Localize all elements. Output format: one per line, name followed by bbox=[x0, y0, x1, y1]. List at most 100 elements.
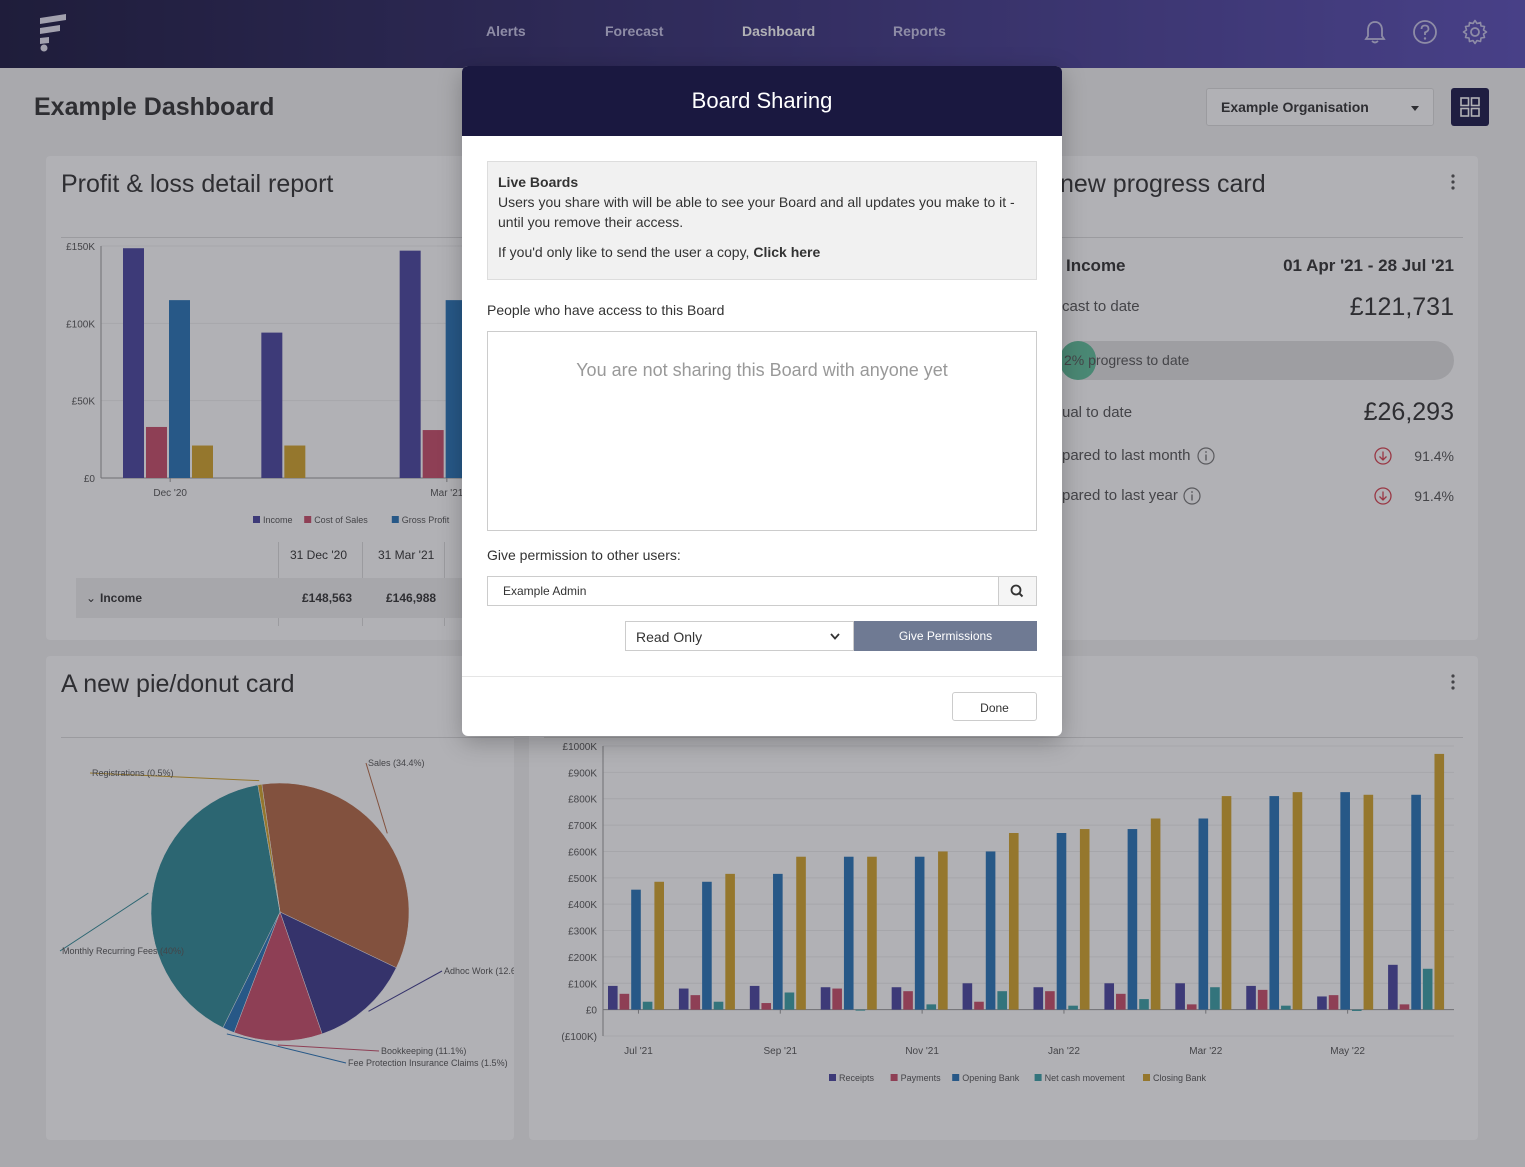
pl-card: Profit & loss detail report £150K £100K £5… bbox=[46, 156, 516, 640]
pie-leader-line bbox=[368, 970, 443, 1012]
y-tick-label: £150K bbox=[66, 242, 95, 253]
bar bbox=[1008, 833, 1019, 1010]
forecast-value: £121,731 bbox=[1349, 293, 1454, 321]
bar bbox=[1388, 964, 1398, 1010]
bar bbox=[1056, 833, 1067, 1010]
legend-item: Payments bbox=[901, 1073, 942, 1083]
role-select[interactable]: Read Only bbox=[625, 621, 854, 651]
bar bbox=[1210, 987, 1220, 1010]
bar bbox=[123, 248, 144, 478]
bar bbox=[1351, 1009, 1362, 1011]
copy-link[interactable]: Click here bbox=[753, 244, 821, 260]
grid-view-button[interactable] bbox=[1451, 88, 1489, 126]
bar bbox=[399, 250, 421, 478]
modal-title: Board Sharing bbox=[462, 66, 1062, 136]
month-compare-value: 91.4% bbox=[1414, 448, 1454, 464]
bell-icon[interactable] bbox=[1361, 18, 1389, 46]
y-tick-label: £500K bbox=[568, 874, 597, 885]
cell-value: £148,563 bbox=[302, 591, 353, 605]
table-row[interactable]: ⌄ Income £148,563 £146,988 bbox=[76, 578, 516, 618]
actual-value: £26,293 bbox=[1363, 398, 1454, 426]
nav-reports[interactable]: Reports bbox=[893, 23, 946, 39]
pie-card-title: A new pie/donut card bbox=[61, 670, 295, 698]
user-search-input[interactable]: Example Admin bbox=[487, 576, 999, 606]
bar bbox=[891, 987, 902, 1010]
y-tick-label: £300K bbox=[568, 927, 597, 938]
bar bbox=[1363, 794, 1374, 1010]
x-tick-label: Jan '22 bbox=[1048, 1046, 1080, 1057]
people-label: People who have access to this Board bbox=[487, 302, 725, 318]
y-tick-label: £50K bbox=[72, 397, 96, 408]
bar bbox=[749, 985, 760, 1010]
x-tick-label: Nov '21 bbox=[905, 1046, 939, 1057]
x-tick-label: Mar '21 bbox=[430, 488, 463, 499]
year-compare-value: 91.4% bbox=[1414, 488, 1454, 504]
progress-fill bbox=[1060, 341, 1096, 380]
legend-item: Net cash movement bbox=[1045, 1073, 1126, 1083]
bar bbox=[784, 992, 795, 1010]
gear-icon[interactable] bbox=[1461, 18, 1489, 46]
pie-label: Fee Protection Insurance Claims (1.5%) bbox=[348, 1058, 508, 1068]
pie-leader-line bbox=[277, 1044, 380, 1052]
copy-text: If you'd only like to send the user a co… bbox=[498, 244, 754, 260]
y-tick-label: £0 bbox=[84, 474, 96, 485]
y-tick-label: £800K bbox=[568, 795, 597, 806]
give-permissions-button[interactable]: Give Permissions bbox=[854, 621, 1037, 651]
bar bbox=[1328, 995, 1339, 1010]
x-tick-label: Jul '21 bbox=[624, 1046, 653, 1057]
pie-label: Monthly Recurring Fees (40%) bbox=[62, 946, 184, 956]
nav-dashboard[interactable]: Dashboard bbox=[742, 23, 816, 39]
actual-label: ual to date bbox=[1062, 404, 1133, 421]
y-tick-label: £0 bbox=[586, 1006, 598, 1017]
pl-card-title: Profit & loss detail report bbox=[61, 170, 334, 198]
x-tick-label: Mar '22 bbox=[1189, 1046, 1222, 1057]
pie-slice bbox=[261, 782, 410, 969]
bar bbox=[1198, 818, 1209, 1010]
bar bbox=[903, 991, 913, 1010]
nav-forecast[interactable]: Forecast bbox=[605, 23, 664, 39]
legend-swatch bbox=[952, 1074, 960, 1081]
bar bbox=[678, 988, 689, 1010]
bar bbox=[1104, 983, 1115, 1010]
y-tick-label: £100K bbox=[66, 319, 95, 330]
legend-item: Opening Bank bbox=[962, 1073, 1020, 1083]
organisation-select-value: Example Organisation bbox=[1221, 99, 1369, 115]
bar bbox=[1292, 792, 1303, 1010]
divider bbox=[544, 737, 1463, 738]
x-tick-label: May '22 bbox=[1330, 1046, 1365, 1057]
help-icon[interactable] bbox=[1411, 18, 1439, 46]
organisation-select[interactable]: Example Organisation bbox=[1206, 88, 1434, 126]
bar bbox=[1116, 993, 1126, 1010]
user-search-button[interactable] bbox=[998, 576, 1037, 606]
bar bbox=[1045, 991, 1055, 1010]
chevron-down-icon[interactable]: ⌄ bbox=[86, 591, 97, 605]
bar bbox=[1221, 796, 1232, 1010]
bar bbox=[773, 873, 783, 1010]
bar bbox=[761, 1003, 772, 1010]
y-tick-label: £200K bbox=[568, 953, 597, 964]
pie-label: Adhoc Work (12.6%) bbox=[444, 966, 514, 976]
bar bbox=[146, 426, 167, 478]
bar bbox=[985, 851, 996, 1010]
pie-label: Registrations (0.5%) bbox=[92, 768, 174, 778]
chevron-down-icon bbox=[830, 633, 840, 640]
bar bbox=[619, 993, 630, 1010]
app-logo[interactable] bbox=[36, 12, 70, 52]
bar bbox=[832, 988, 842, 1010]
info-icon[interactable] bbox=[1183, 487, 1201, 505]
info-icon[interactable] bbox=[1197, 447, 1215, 465]
bar bbox=[1186, 1004, 1197, 1010]
bar bbox=[1340, 792, 1350, 1010]
more-options-icon[interactable] bbox=[1451, 674, 1455, 690]
bar bbox=[843, 856, 854, 1010]
pie-leader-line bbox=[226, 1033, 347, 1064]
bar bbox=[1317, 996, 1327, 1010]
pie-chart: Sales (34.4%) Adhoc Work (12.6%) Bookkeepi… bbox=[59, 758, 514, 1068]
bar bbox=[192, 445, 213, 478]
done-button[interactable]: Done bbox=[952, 692, 1037, 721]
more-options-icon[interactable] bbox=[1451, 174, 1455, 190]
bar bbox=[169, 300, 190, 478]
nav-alerts[interactable]: Alerts bbox=[486, 23, 526, 39]
bar bbox=[642, 1001, 653, 1010]
pie-leader-line bbox=[59, 892, 149, 952]
